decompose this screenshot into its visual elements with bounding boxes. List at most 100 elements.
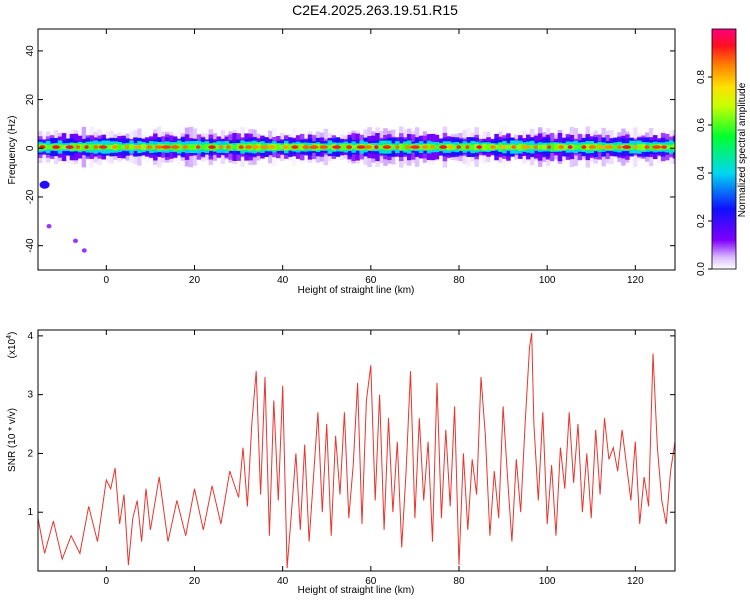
heatmap-cell: [585, 144, 590, 151]
y-tick-label: 40: [25, 45, 36, 57]
heatmap-peak: [364, 145, 372, 149]
heatmap-peak: [644, 145, 650, 149]
heatmap-peak: [112, 145, 118, 149]
heatmap-peak: [309, 145, 319, 149]
heatmap-cell: [192, 144, 198, 150]
y-tick-label: 2: [27, 448, 33, 459]
heatmap-cell: [399, 143, 404, 151]
x-tick-label: 0: [104, 275, 110, 286]
heatmap-cell: [637, 143, 642, 151]
heatmap-peak: [302, 145, 310, 149]
heatmap-cell: [73, 143, 79, 151]
chart-title: C2E4.2025.263.19.51.R15: [292, 2, 458, 18]
heatmap-cell: [561, 144, 567, 150]
heatmap-feature: [81, 248, 87, 253]
heatmap-peak: [245, 145, 252, 149]
heatmap-cell: [121, 144, 126, 150]
heatmap-cell: [573, 144, 579, 150]
heatmap-feature: [73, 238, 78, 243]
x-tick-label: 80: [453, 576, 465, 587]
heatmap-peak: [476, 145, 483, 149]
spectrogram-y-axis-label: Frequency (Hz): [7, 116, 18, 185]
x-tick-label: 100: [539, 576, 556, 587]
heatmap-peak: [511, 145, 517, 149]
snr-plot-frame: [37, 329, 676, 572]
spectrogram-x-axis-label: Height of straight line (km): [298, 285, 415, 296]
heatmap-peak: [448, 145, 453, 149]
heatmap-cell: [462, 144, 467, 150]
heatmap-cell: [518, 143, 523, 151]
heatmap-peak: [84, 145, 89, 149]
x-tick-label: 40: [277, 275, 289, 286]
snr-series-line: [38, 332, 675, 569]
heatmap-peak: [218, 145, 224, 149]
heatmap-peak: [616, 145, 622, 149]
heatmap-cell: [280, 144, 285, 150]
heatmap-cell: [649, 143, 654, 151]
colorbar-label: Normalized spectral amplitude: [737, 82, 748, 217]
heatmap-peak: [260, 145, 269, 149]
heatmap-peak: [161, 145, 172, 149]
heatmap-peak: [405, 145, 411, 149]
heatmap-peak: [661, 145, 667, 149]
colorbar-ticks: 0.0 0.2 0.4 0.6 0.8: [696, 70, 712, 276]
heatmap-peak: [633, 145, 638, 149]
heatmap-peak: [52, 145, 60, 149]
heatmap-peak: [282, 145, 289, 149]
heatmap-peak: [421, 145, 429, 149]
heatmap-peak: [208, 145, 216, 149]
heatmap-cell: [232, 145, 237, 149]
heatmap-peak: [319, 145, 329, 149]
heatmap-cell: [236, 143, 241, 151]
colorbar-tick-label: 0.2: [696, 214, 707, 228]
heatmap-peak: [252, 145, 260, 149]
heatmap-peak: [356, 145, 366, 149]
heatmap-peak: [597, 145, 608, 149]
heatmap-peak: [499, 145, 507, 149]
snr-panel: 0 20 40 60 80 100 120 1 2 3 4 Height of straight …: [6, 329, 676, 596]
x-tick-label: 100: [539, 275, 556, 286]
heatmap-cell: [553, 143, 559, 151]
y-tick-label: 1: [27, 507, 33, 518]
heatmap-cell: [664, 144, 670, 150]
heatmap-cell: [434, 145, 440, 150]
heatmap-cell: [57, 144, 63, 150]
heatmap-peak: [581, 145, 587, 149]
x-tick-label: 0: [104, 576, 110, 587]
x-tick-label: 60: [365, 576, 377, 587]
x-tick-label: 40: [277, 576, 289, 587]
heatmap-peak: [76, 145, 81, 149]
heatmap-cell: [105, 144, 110, 150]
colorbar-tick-label: 0.4: [696, 166, 707, 180]
heatmap-peak: [490, 145, 496, 149]
y-tick-label: 20: [25, 94, 36, 106]
heatmap-peak: [652, 145, 662, 149]
colorbar-tick-label: 0.8: [696, 70, 707, 84]
heatmap-cell: [672, 144, 675, 150]
x-tick-label: 20: [189, 576, 201, 587]
heatmap-peak: [533, 145, 538, 149]
heatmap-peak: [430, 145, 436, 149]
x-tick-label: 120: [627, 576, 644, 587]
heatmap-cell: [299, 143, 305, 151]
heatmap-cell: [351, 144, 356, 150]
heatmap-peak: [93, 145, 99, 149]
heatmap-peak: [195, 145, 201, 149]
heatmap-cell: [327, 145, 333, 149]
snr-y-axis-label: SNR (10 * v/v): [7, 408, 18, 472]
y-tick-label: -40: [25, 238, 36, 253]
heatmap-cell: [541, 144, 547, 150]
colorbar-tick-label: 0.6: [696, 118, 707, 132]
x-tick-label: 120: [627, 275, 644, 286]
heatmap-cell: [61, 144, 67, 150]
heatmap-cell: [141, 144, 146, 150]
snr-y-ticks: 1 2 3 4: [27, 331, 675, 518]
heatmap-cell: [49, 144, 55, 150]
heatmap-cell: [288, 144, 293, 150]
heatmap-cell: [470, 144, 475, 150]
heatmap-peak: [154, 145, 163, 149]
heatmap-peak: [439, 145, 448, 149]
heatmap-cell: [418, 144, 424, 150]
x-tick-label: 60: [365, 275, 377, 286]
